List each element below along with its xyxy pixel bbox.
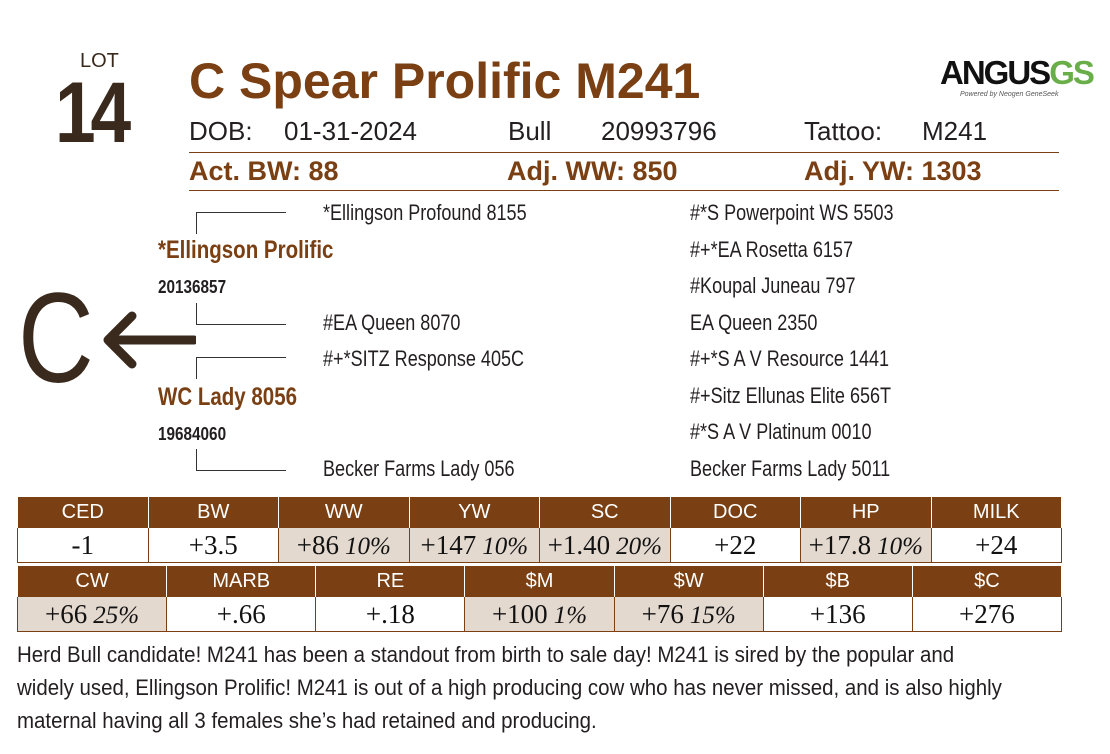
sex-value: Bull xyxy=(508,116,552,146)
epd-percentile: 10% xyxy=(877,532,923,560)
epd-value-ww: +86 10% xyxy=(278,527,410,563)
pedigree-line xyxy=(196,449,197,471)
grand-ancestor: #+*S A V Resource 1441 xyxy=(690,346,890,371)
epd-number: +22 xyxy=(714,529,757,560)
sire-name: *Ellingson Prolific xyxy=(158,236,334,264)
tattoo-value: M241 xyxy=(922,116,988,146)
epd-number: +147 xyxy=(420,529,477,560)
epd-header-cw: CW xyxy=(16,566,168,597)
epd-value-dollar-w: +76 15% xyxy=(613,596,764,632)
dam-dam: Becker Farms Lady 056 xyxy=(323,456,515,481)
pedigree-line xyxy=(196,324,286,325)
lot-number: 14 xyxy=(55,65,131,161)
epd-number: +.66 xyxy=(216,598,266,629)
epd-value-cw: +66 25% xyxy=(16,596,168,632)
epd-percentile: 20% xyxy=(616,532,662,560)
adjusted-yw: Adj. YW: 1303 xyxy=(804,156,982,186)
angus-gs-logo: ANGUSGS Powered by Neogen GeneSeek xyxy=(940,54,1095,98)
grand-ancestor: Becker Farms Lady 5011 xyxy=(690,456,891,481)
epd-header-sc: SC xyxy=(539,497,671,528)
grand-ancestor: #+*EA Rosetta 6157 xyxy=(690,237,853,262)
epd-table-2: CW MARB RE $M $W $B $C +66 25% +.66 +.18 +100 1% +76… xyxy=(16,566,1063,632)
sire-dam: #EA Queen 8070 xyxy=(323,310,461,335)
epd-percentile: 10% xyxy=(344,532,391,560)
lot-label: LOT xyxy=(80,50,119,72)
tattoo-label: Tattoo: xyxy=(804,116,883,146)
dob-value: 01-31-2024 xyxy=(284,116,417,146)
dob-label: DOB: xyxy=(189,116,253,146)
epd-value-dollar-b: +136 xyxy=(762,596,913,632)
dam-sire: #+*SITZ Response 405C xyxy=(323,346,525,371)
registration-number: 20993796 xyxy=(601,116,717,146)
epd-header-marb: MARB xyxy=(166,566,317,597)
actual-bw: Act. BW: 88 xyxy=(189,156,339,186)
epd-percentile: 15% xyxy=(689,601,736,629)
epd-value-yw: +147 10% xyxy=(408,527,540,563)
sire-registration: 20136857 xyxy=(158,277,227,297)
grand-ancestor: #Koupal Juneau 797 xyxy=(690,273,856,298)
epd-value-hp: +17.8 10% xyxy=(800,527,932,563)
grand-ancestor: #*S Powerpoint WS 5503 xyxy=(690,200,894,225)
epd-value-ced: -1 xyxy=(17,527,149,563)
epd-value-sc: +1.40 20% xyxy=(539,527,671,563)
epd-value-dollar-m: +100 1% xyxy=(464,596,615,632)
pedigree-line xyxy=(196,212,197,234)
brand-letter: C xyxy=(18,267,94,410)
sire-sire: *Ellingson Profound 8155 xyxy=(323,200,527,225)
epd-value-doc: +22 xyxy=(669,527,801,563)
lot-description: Herd Bull candidate! M241 has been a sta… xyxy=(17,642,1002,733)
epd-header-doc: DOC xyxy=(669,497,801,528)
epd-percentile: 25% xyxy=(93,601,140,629)
epd-number: +76 xyxy=(641,598,684,629)
epd-number: +66 xyxy=(45,598,88,629)
epd-number: +86 xyxy=(296,529,339,560)
epd-header-hp: HP xyxy=(800,497,932,528)
grand-ancestor: EA Queen 2350 xyxy=(690,310,818,335)
epd-value-marb: +.66 xyxy=(166,596,317,632)
grand-ancestor: #*S A V Platinum 0010 xyxy=(690,419,872,444)
epd-header-dollar-m: $M xyxy=(464,566,615,597)
epd-number: +3.5 xyxy=(188,529,238,560)
epd-header-yw: YW xyxy=(408,497,540,528)
epd-header-dollar-w: $W xyxy=(613,566,764,597)
pedigree-line xyxy=(196,470,286,471)
epd-percentile: 10% xyxy=(482,532,529,560)
pedigree-line xyxy=(196,357,286,358)
divider xyxy=(189,152,1059,153)
epd-header-dollar-c: $C xyxy=(911,566,1063,597)
epd-value-bw: +3.5 xyxy=(147,527,279,563)
epd-number: +.18 xyxy=(365,598,415,629)
epd-number: +100 xyxy=(491,598,548,629)
dam-registration: 19684060 xyxy=(158,424,227,444)
divider xyxy=(189,190,1059,191)
epd-value-milk: +24 xyxy=(930,527,1062,563)
epd-number: +136 xyxy=(809,598,866,629)
adjusted-ww: Adj. WW: 850 xyxy=(507,156,678,186)
epd-number: +24 xyxy=(975,529,1018,560)
epd-value-dollar-c: +276 xyxy=(911,596,1063,632)
epd-header-ced: CED xyxy=(17,497,149,528)
epd-number: +17.8 xyxy=(808,529,872,560)
epd-number: -1 xyxy=(71,529,95,560)
pedigree-line xyxy=(196,357,197,379)
epd-number: +1.40 xyxy=(547,529,611,560)
dam-name: WC Lady 8056 xyxy=(158,383,298,411)
epd-number: +276 xyxy=(959,598,1015,629)
epd-header-milk: MILK xyxy=(930,497,1062,528)
grand-ancestor: #+Sitz Ellunas Elite 656T xyxy=(690,383,892,408)
epd-percentile: 1% xyxy=(553,601,588,629)
left-arrow-icon xyxy=(103,311,196,369)
epd-header-bw: BW xyxy=(147,497,279,528)
epd-value-re: +.18 xyxy=(315,596,466,632)
pedigree-line xyxy=(196,303,197,325)
epd-table-1: CED BW WW YW SC DOC HP MILK -1 +3.5 +86 10% +147 10%… xyxy=(17,497,1062,563)
epd-header-dollar-b: $B xyxy=(762,566,913,597)
animal-name: C Spear Prolific M241 xyxy=(189,53,701,109)
epd-header-re: RE xyxy=(315,566,466,597)
epd-header-ww: WW xyxy=(278,497,410,528)
pedigree-line xyxy=(196,212,286,213)
